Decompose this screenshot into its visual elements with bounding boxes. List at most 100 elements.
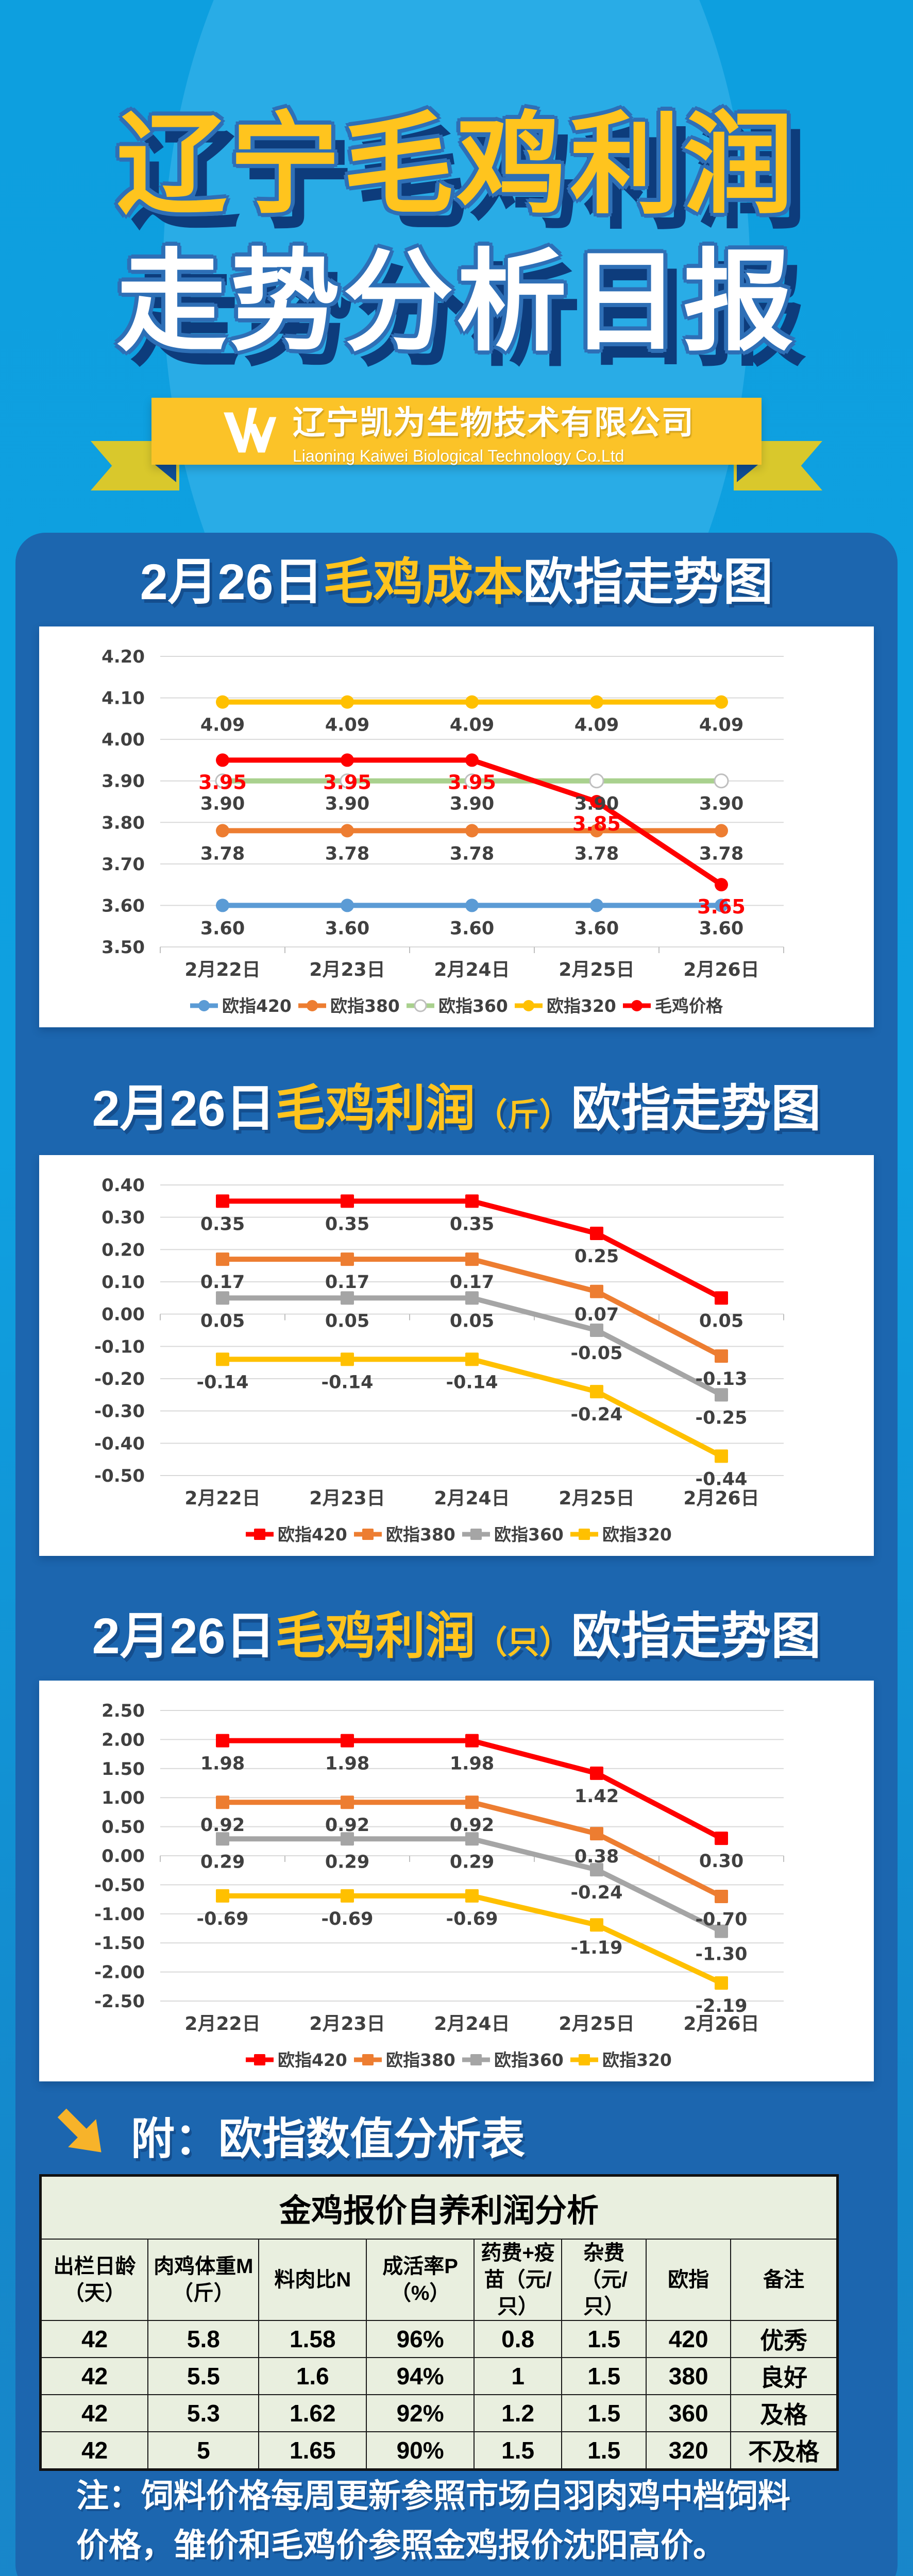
cell-weight: 5.5 xyxy=(147,2357,260,2395)
svg-text:3.60: 3.60 xyxy=(102,895,145,916)
section2-date: 2月26日 xyxy=(92,1080,276,1137)
svg-text:欧指380: 欧指380 xyxy=(330,996,400,1016)
svg-text:2月24日: 2月24日 xyxy=(434,1488,510,1509)
svg-text:3.60: 3.60 xyxy=(574,918,619,939)
cell-remark: 优秀 xyxy=(730,2320,838,2358)
svg-text:-0.25: -0.25 xyxy=(696,1408,748,1428)
chart-cost-trend: 4.20 4.10 4.00 3.90 3.80 3.70 3.60 3.50 2月22日 2月2… xyxy=(39,626,874,1027)
table-header-row: 出栏日龄（天） 肉鸡体重M（斤） 料肉比N 成活率P（%） 药费+疫苗（元/只）… xyxy=(40,2239,838,2321)
svg-text:0.25: 0.25 xyxy=(574,1246,619,1267)
svg-text:0.05: 0.05 xyxy=(699,1311,743,1331)
section3-unit: （只） xyxy=(475,1625,571,1660)
col-header-fcr: 料肉比N xyxy=(258,2239,367,2321)
svg-text:欧指420: 欧指420 xyxy=(222,996,292,1016)
section2-highlight: 毛鸡利润 xyxy=(275,1080,476,1137)
section2-unit: （斤） xyxy=(475,1097,571,1133)
svg-text:欧指420: 欧指420 xyxy=(278,2050,347,2070)
cell-fcr: 1.62 xyxy=(258,2394,367,2432)
svg-text:-1.19: -1.19 xyxy=(571,1938,623,1958)
svg-text:3.70: 3.70 xyxy=(102,854,145,875)
svg-text:欧指360: 欧指360 xyxy=(438,996,508,1016)
cell-misc: 1.5 xyxy=(561,2431,647,2470)
section1-highlight: 毛鸡成本 xyxy=(323,554,523,610)
svg-text:2月24日: 2月24日 xyxy=(434,959,510,980)
svg-text:欧指320: 欧指320 xyxy=(547,996,616,1016)
footnote: 注：饲料价格每周更新参照市场白羽肉鸡中档饲料 价格，雏价和毛鸡价参照金鸡报价沈阳… xyxy=(76,2472,844,2571)
svg-text:0.17: 0.17 xyxy=(325,1272,369,1293)
svg-text:0.07: 0.07 xyxy=(574,1304,619,1325)
arrow-down-right-icon xyxy=(52,2103,114,2167)
cell-misc: 1.5 xyxy=(561,2320,647,2358)
table-title: 金鸡报价自养利润分析 xyxy=(40,2175,838,2240)
svg-text:1.98: 1.98 xyxy=(325,1754,369,1774)
svg-text:3.78: 3.78 xyxy=(450,843,494,864)
poster-title-line1: 辽宁毛鸡利润 xyxy=(116,104,797,227)
svg-text:2月23日: 2月23日 xyxy=(309,959,385,980)
svg-text:-0.14: -0.14 xyxy=(322,1372,374,1393)
svg-text:毛鸡价格: 毛鸡价格 xyxy=(655,996,723,1016)
table-row: 42 5.8 1.58 96% 0.8 1.5 420 优秀 xyxy=(40,2320,838,2358)
company-name-cn: 辽宁凯为生物技术有限公司 xyxy=(293,405,695,441)
svg-text:0.05: 0.05 xyxy=(200,1311,245,1331)
svg-text:0.30: 0.30 xyxy=(102,1208,145,1228)
svg-text:3.95: 3.95 xyxy=(323,771,371,793)
svg-text:0.35: 0.35 xyxy=(200,1214,245,1234)
svg-text:4.00: 4.00 xyxy=(102,730,145,750)
cell-medicine: 1.5 xyxy=(474,2431,563,2470)
svg-text:3.80: 3.80 xyxy=(102,812,145,833)
cell-remark: 及格 xyxy=(730,2394,838,2432)
svg-text:-0.20: -0.20 xyxy=(94,1369,145,1389)
cell-weight: 5.8 xyxy=(147,2320,260,2358)
svg-text:-2.00: -2.00 xyxy=(94,1962,145,1983)
svg-text:3.90: 3.90 xyxy=(699,794,743,815)
svg-text:4.20: 4.20 xyxy=(102,647,145,667)
svg-text:3.90: 3.90 xyxy=(325,794,369,815)
svg-text:欧指380: 欧指380 xyxy=(386,2050,455,2070)
svg-text:-0.30: -0.30 xyxy=(94,1401,145,1422)
svg-text:2月25日: 2月25日 xyxy=(559,1488,634,1509)
section1-suffix: 欧指走势图 xyxy=(523,554,773,610)
svg-text:-0.10: -0.10 xyxy=(94,1336,145,1357)
svg-text:2月22日: 2月22日 xyxy=(184,959,260,980)
cell-euro-index: 320 xyxy=(646,2431,732,2470)
cell-medicine: 0.8 xyxy=(474,2320,563,2358)
svg-text:0.05: 0.05 xyxy=(325,1311,369,1331)
svg-text:2月26日: 2月26日 xyxy=(683,959,759,980)
section2-suffix: 欧指走势图 xyxy=(571,1080,821,1137)
cell-misc: 1.5 xyxy=(561,2357,647,2395)
svg-text:欧指380: 欧指380 xyxy=(386,1524,455,1545)
cell-misc: 1.5 xyxy=(561,2394,647,2432)
svg-text:1.98: 1.98 xyxy=(450,1754,494,1774)
svg-text:-0.24: -0.24 xyxy=(571,1404,623,1425)
svg-text:3.78: 3.78 xyxy=(200,843,245,864)
svg-text:-2.19: -2.19 xyxy=(696,1996,748,2016)
svg-text:0.00: 0.00 xyxy=(102,1304,145,1325)
svg-text:0.35: 0.35 xyxy=(325,1214,369,1234)
svg-text:2月25日: 2月25日 xyxy=(559,2013,634,2035)
svg-text:-0.14: -0.14 xyxy=(197,1372,249,1393)
cell-remark: 良好 xyxy=(730,2357,838,2395)
cell-weight: 5 xyxy=(147,2431,260,2470)
svg-text:0.10: 0.10 xyxy=(102,1272,145,1293)
col-header-age: 出栏日龄（天） xyxy=(40,2239,149,2321)
svg-text:-0.69: -0.69 xyxy=(197,1909,249,1929)
svg-text:欧指320: 欧指320 xyxy=(602,1524,672,1545)
svg-text:0.29: 0.29 xyxy=(325,1852,369,1872)
footnote-line1: 注：饲料价格每周更新参照市场白羽肉鸡中档饲料 xyxy=(76,2478,790,2514)
svg-text:1.50: 1.50 xyxy=(102,1759,145,1780)
svg-text:-0.24: -0.24 xyxy=(571,1883,623,1903)
svg-text:0.40: 0.40 xyxy=(102,1175,145,1196)
line-chart-svg: 2.50 2.00 1.50 1.00 0.50 0.00 -0.50 -1.00 -1.50 -… xyxy=(94,1701,784,2070)
svg-text:-0.14: -0.14 xyxy=(446,1372,498,1393)
section3-highlight: 毛鸡利润 xyxy=(275,1608,476,1664)
section-title-profit-bird: 2月26日毛鸡利润（只）欧指走势图 xyxy=(0,1603,913,1669)
chart-profit-per-bird-trend: 2.50 2.00 1.50 1.00 0.50 0.00 -0.50 -1.00 -1.50 -… xyxy=(39,1681,874,2081)
section3-date: 2月26日 xyxy=(92,1608,276,1664)
svg-text:2月26日: 2月26日 xyxy=(683,1488,759,1509)
svg-text:3.95: 3.95 xyxy=(448,771,496,793)
section1-date: 2月26日 xyxy=(140,554,324,610)
svg-text:3.65: 3.65 xyxy=(697,895,746,918)
svg-text:1.00: 1.00 xyxy=(102,1788,145,1808)
cell-survival: 90% xyxy=(366,2431,475,2470)
line-chart-svg: 0.40 0.30 0.20 0.10 0.00 -0.10 -0.20 -0.30 -0.40… xyxy=(94,1175,784,1545)
